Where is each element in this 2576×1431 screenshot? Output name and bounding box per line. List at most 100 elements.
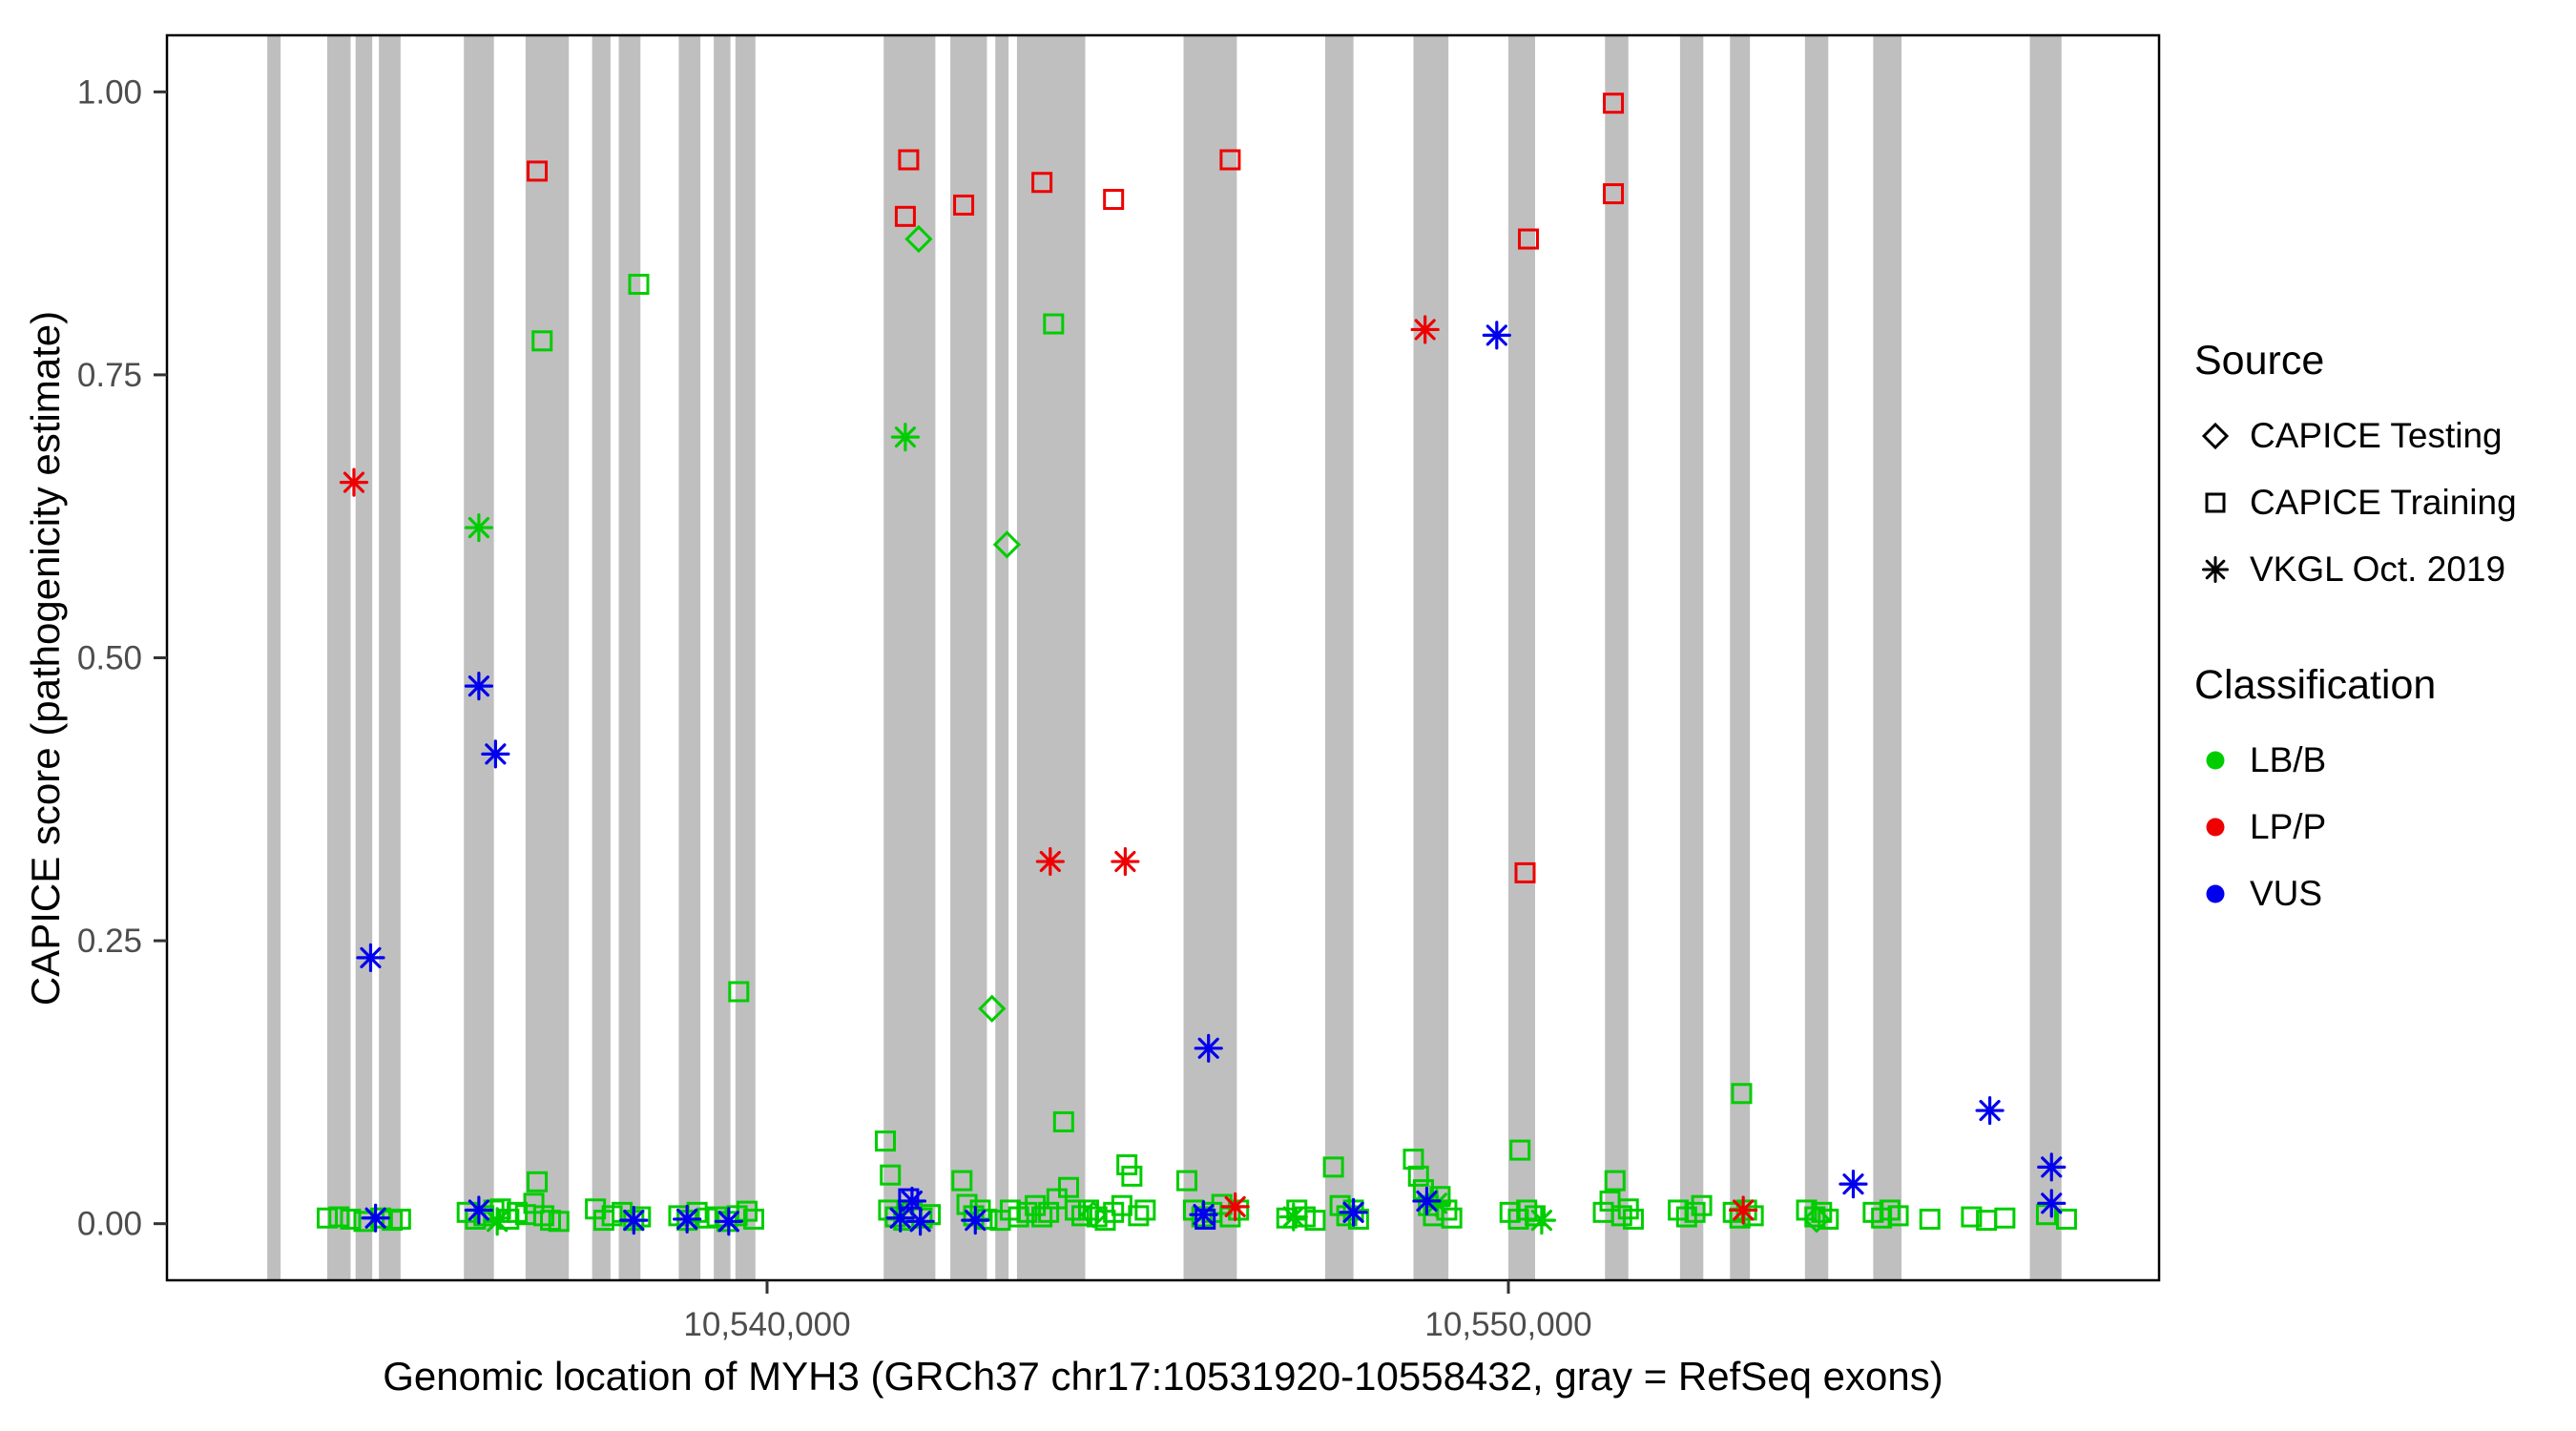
data-point [533, 1205, 555, 1227]
data-point [316, 1207, 338, 1229]
data-point [1482, 321, 1511, 350]
exon-bar [267, 35, 281, 1280]
data-point [531, 330, 553, 352]
data-point [1691, 1194, 1713, 1216]
data-point [714, 1207, 743, 1236]
x-tick-label: 10,540,000 [683, 1306, 850, 1343]
data-point [1121, 1165, 1143, 1187]
exon-bar [995, 35, 1009, 1280]
data-point [1219, 149, 1241, 171]
diamond-icon [2201, 422, 2230, 450]
data-point [1622, 1208, 1644, 1230]
exon-bar [355, 35, 373, 1280]
legend-item-capice-training: CAPICE Training [2194, 469, 2517, 536]
data-point [1610, 1205, 1632, 1227]
data-point [1919, 1208, 1941, 1230]
data-point [1304, 1210, 1326, 1232]
legend-item-capice-testing: CAPICE Testing [2194, 403, 2517, 469]
data-point [339, 467, 369, 497]
exon-bars [267, 35, 2062, 1280]
x-tick-label: 10,550,000 [1424, 1306, 1591, 1343]
data-point [894, 205, 916, 227]
data-point [1025, 1194, 1047, 1216]
data-point [464, 1195, 493, 1225]
legend-item-label: CAPICE Testing [2250, 416, 2503, 455]
data-point [1603, 183, 1625, 205]
y-tick-label: 0.25 [77, 923, 142, 960]
data-point [1514, 861, 1536, 883]
data-point [1220, 1192, 1250, 1221]
data-point [890, 423, 921, 452]
data-point [953, 194, 975, 216]
data-point [673, 1204, 702, 1234]
data-point [963, 1205, 985, 1227]
y-tick-label: 0.00 [77, 1206, 142, 1243]
data-point [1527, 1206, 1557, 1235]
data-point [1994, 1207, 2016, 1229]
blue-dot-icon [2206, 884, 2225, 903]
exon-bar [379, 35, 401, 1280]
data-point [1802, 1205, 1831, 1234]
data-point [464, 672, 493, 701]
legend-item-label: VKGL Oct. 2019 [2250, 550, 2506, 589]
data-point [1517, 228, 1539, 250]
y-axis-title: CAPICE score (pathogenicity estimate) [23, 310, 68, 1006]
data-point [1189, 1200, 1218, 1230]
data-points [316, 93, 2077, 1236]
y-tick-label: 0.50 [77, 640, 142, 677]
data-point [1031, 1206, 1053, 1228]
legend-classification-title: Classification [2194, 662, 2437, 708]
data-point [1194, 1033, 1223, 1063]
red-dot-icon [2206, 818, 2225, 837]
data-point [897, 1186, 927, 1216]
data-point [328, 1206, 350, 1228]
exon-bar [1730, 35, 1751, 1280]
data-point [1070, 1205, 1092, 1227]
legend-item-label: VUS [2250, 874, 2323, 913]
data-point [1278, 1202, 1308, 1232]
data-point [880, 1164, 902, 1186]
data-point [527, 1171, 549, 1192]
exon-bar [1183, 35, 1237, 1280]
exon-bar [678, 35, 701, 1280]
exon-bar [1413, 35, 1449, 1280]
exon-bar [464, 35, 494, 1280]
data-point [1058, 1176, 1080, 1198]
data-point [1116, 1153, 1138, 1175]
data-point [1412, 1186, 1442, 1216]
data-point [1731, 1083, 1753, 1105]
legend-item-vus: VUS [2194, 861, 2517, 927]
x-axis-title: Genomic location of MYH3 (GRCh37 chr17:1… [383, 1354, 1943, 1399]
data-point [951, 1170, 973, 1192]
data-point [1347, 1208, 1369, 1230]
data-point [1195, 1208, 1216, 1230]
data-point [905, 1207, 935, 1236]
exon-bar [1804, 35, 1829, 1280]
y-tick-label: 1.00 [77, 73, 142, 111]
legend-item-lpp: LP/P [2194, 794, 2517, 861]
data-point [1228, 1199, 1250, 1221]
data-point [1729, 1195, 1758, 1225]
exon-bar [618, 35, 641, 1280]
data-point [1339, 1197, 1368, 1227]
data-point [1134, 1199, 1156, 1221]
data-point [1603, 93, 1625, 114]
exon-bar [1605, 35, 1629, 1280]
data-point [875, 1130, 897, 1152]
data-point [1043, 313, 1065, 335]
data-point [2055, 1208, 2077, 1230]
data-point [1604, 1170, 1626, 1192]
data-point [992, 530, 1022, 559]
data-point [898, 149, 920, 171]
data-point [1052, 1110, 1074, 1132]
legend-item-label: LP/P [2250, 807, 2327, 846]
data-point [2037, 1152, 2067, 1182]
exon-bar [735, 35, 756, 1280]
data-point [2035, 1204, 2057, 1226]
legend-item-label: LB/B [2250, 740, 2327, 779]
legend-item-lbb: LB/B [2194, 727, 2517, 794]
data-point [1079, 1200, 1108, 1229]
data-point [743, 1208, 765, 1230]
exon-bar [525, 35, 570, 1280]
exon-bar [1324, 35, 1354, 1280]
